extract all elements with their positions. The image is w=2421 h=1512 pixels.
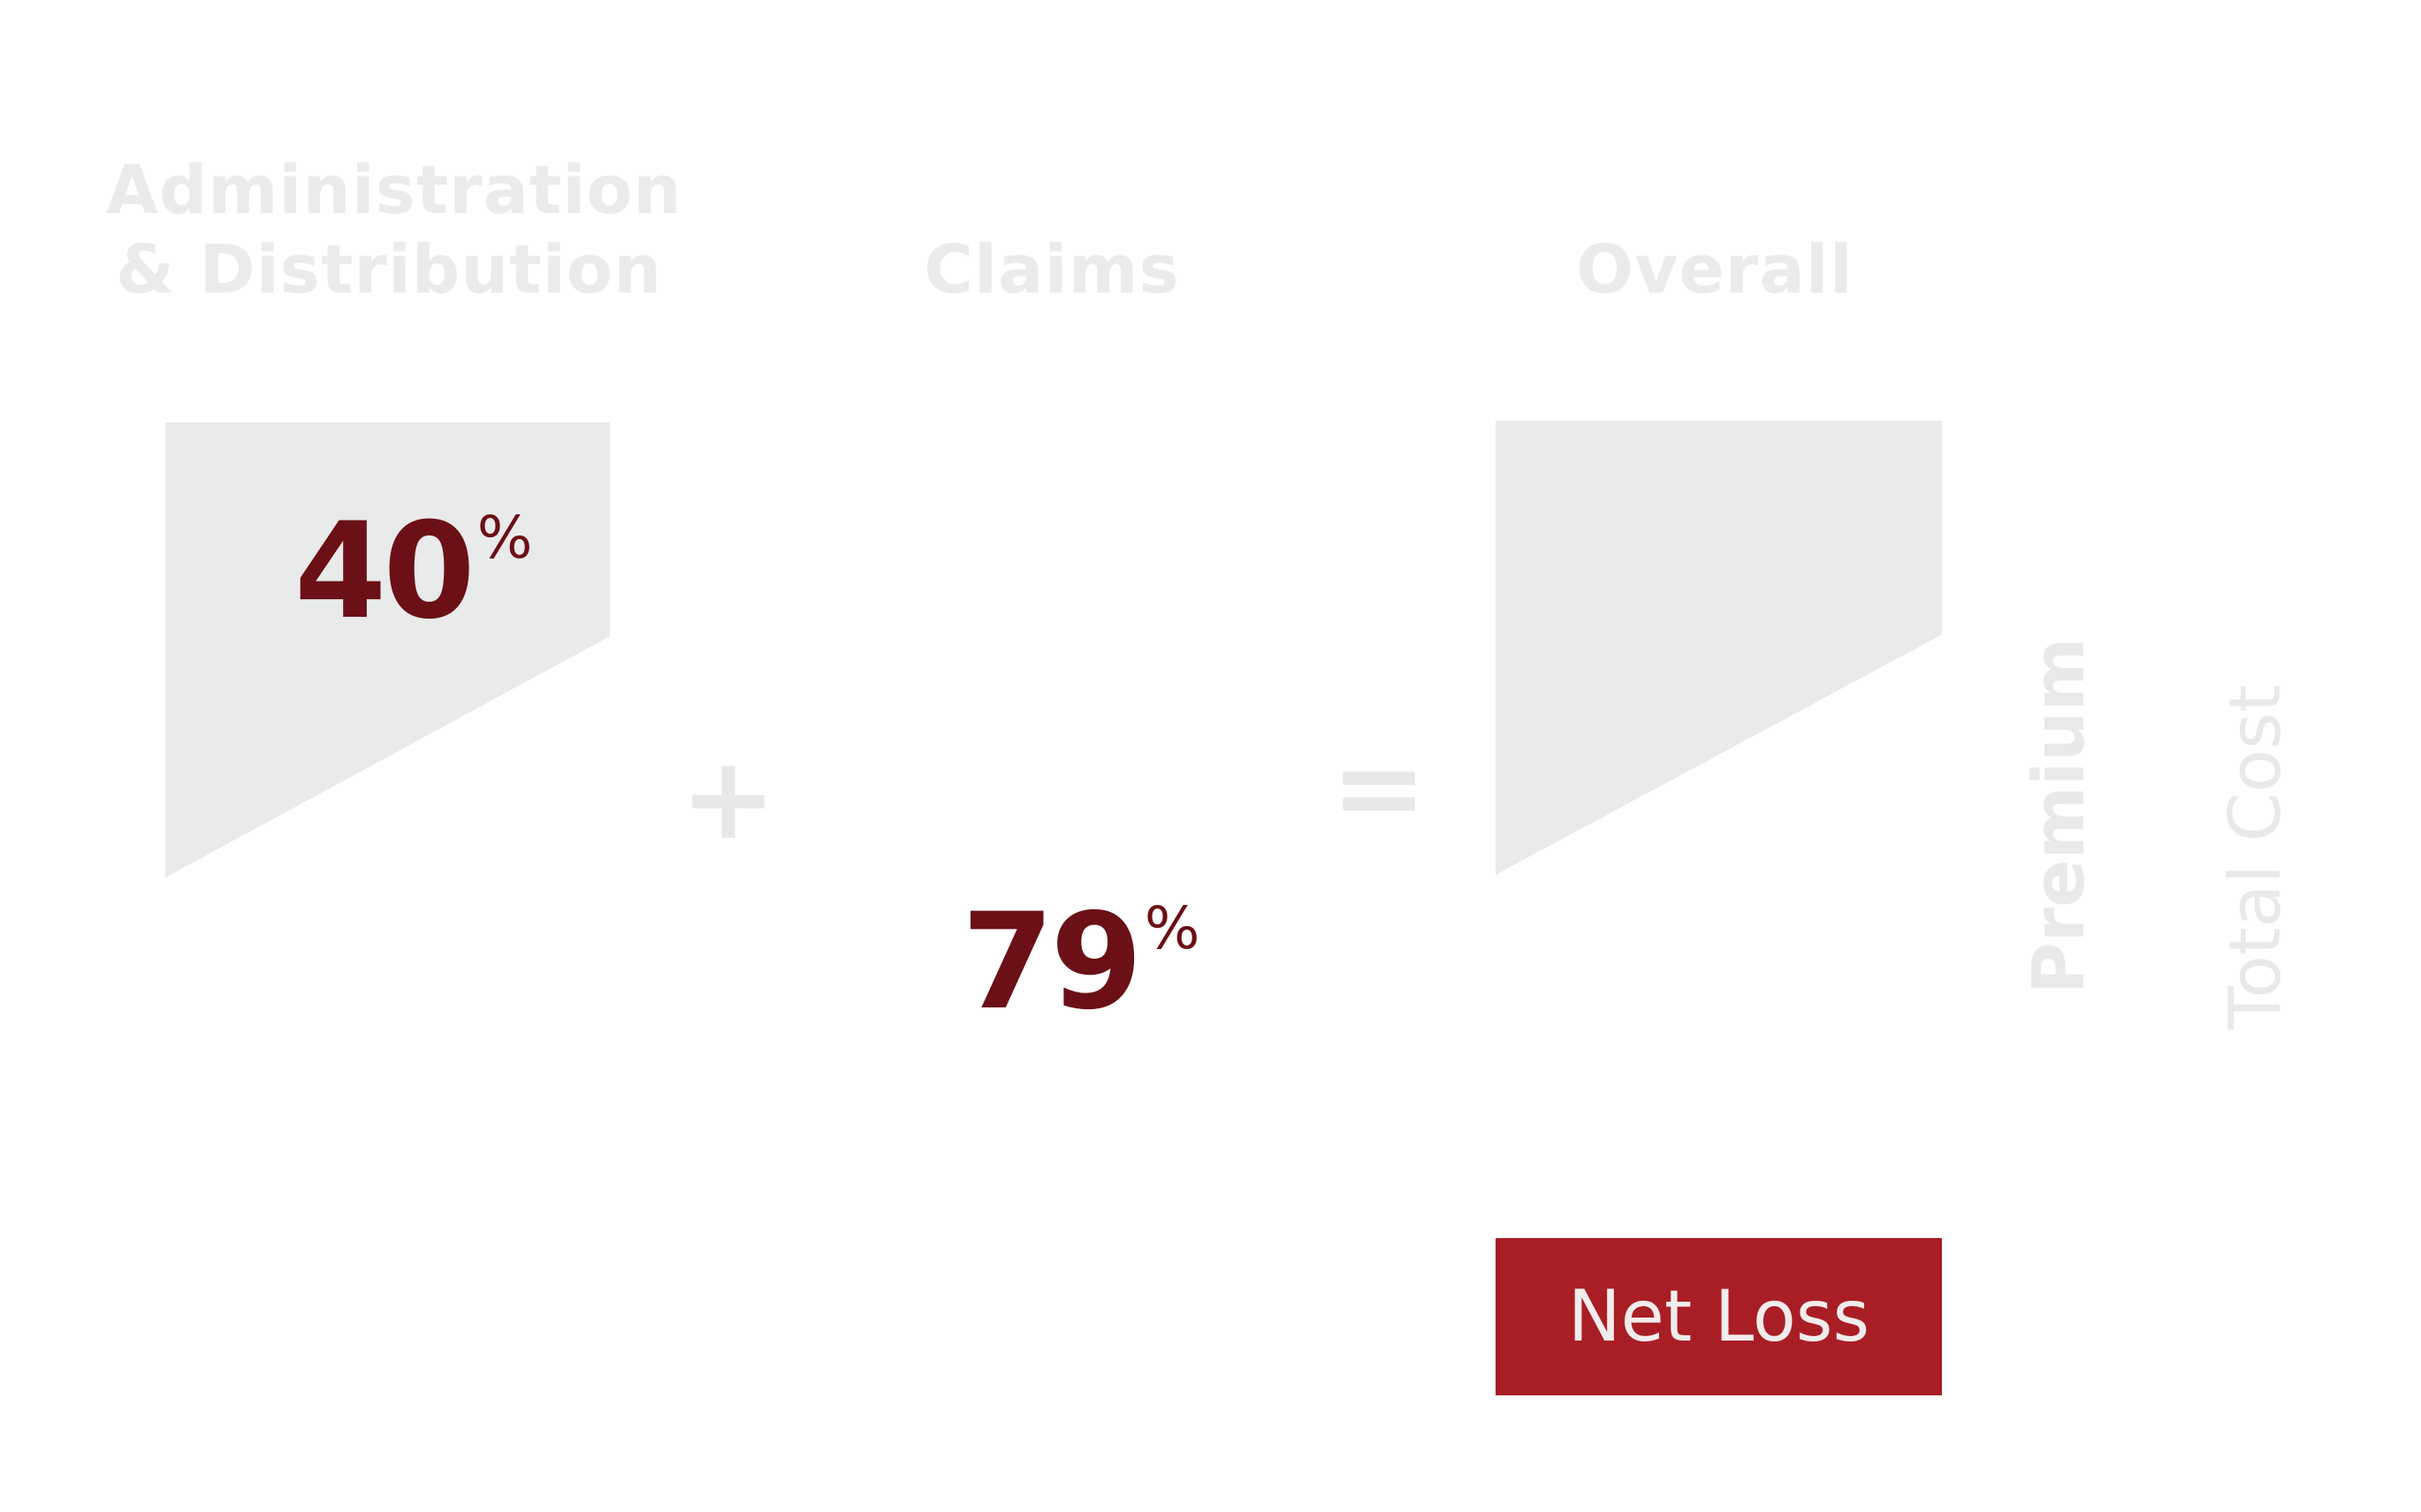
overall-header: Overall xyxy=(1576,230,1854,308)
admin-value-number: 40 xyxy=(294,495,476,649)
admin-value-percent-sign: % xyxy=(476,504,533,572)
admin-header-line1: Administration xyxy=(106,150,682,229)
claims-value-percent-sign: % xyxy=(1144,894,1200,962)
premium-label: Premium xyxy=(2018,637,2100,994)
admin-distribution-shape xyxy=(165,422,610,878)
admin-distribution-header: Administration & Distribution xyxy=(106,150,682,309)
net-loss-badge: Net Loss xyxy=(1496,1238,1942,1395)
overall-shape xyxy=(1496,421,1942,875)
plus-operator: + xyxy=(680,731,777,865)
admin-header-line2: & Distribution xyxy=(115,230,663,308)
claims-header: Claims xyxy=(924,230,1180,308)
total-cost-label: Total Cost xyxy=(2214,684,2296,1030)
claims-value: 79% xyxy=(962,896,1199,1029)
equals-operator: = xyxy=(1330,720,1427,855)
admin-distribution-value: 40% xyxy=(294,505,532,638)
claims-value-number: 79 xyxy=(962,885,1143,1039)
